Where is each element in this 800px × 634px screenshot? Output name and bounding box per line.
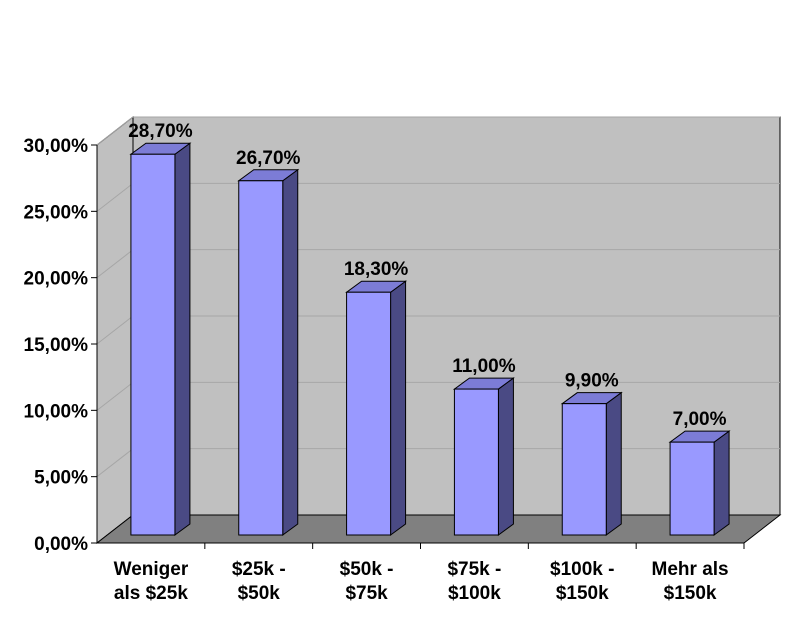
y-tick-label: 5,00% [34, 468, 88, 489]
category-label: Mehr als $150k [652, 559, 729, 604]
category-label-line: $75k [345, 583, 388, 604]
axes [91, 144, 745, 549]
y-tick-label: 15,00% [24, 335, 89, 356]
category-label-line: $150k [556, 583, 609, 604]
bar [238, 180, 284, 536]
data-label: 26,70% [236, 148, 301, 169]
bar-side [497, 377, 514, 536]
category-label: $100k - $150k [550, 559, 614, 604]
bar-side [282, 168, 299, 536]
bar [346, 291, 392, 536]
bar [130, 153, 176, 536]
category-label-line: Weniger [114, 559, 189, 580]
y-tick-label: 30,00% [24, 136, 89, 157]
category-label-line: $150k [664, 583, 717, 604]
bar-side [605, 391, 622, 536]
category-label-line: $100k - [550, 559, 614, 580]
category-label-line: $75k - [447, 559, 501, 580]
y-tick-label: 10,00% [24, 401, 89, 422]
bar [561, 403, 607, 536]
data-label: 11,00% [452, 356, 515, 377]
y-tick-label: 25,00% [24, 202, 89, 223]
gridline [96, 116, 780, 146]
bars [129, 142, 731, 536]
category-label-line: $50k - [340, 559, 394, 580]
bar-side [174, 142, 191, 536]
category-label-line: Mehr als [652, 559, 729, 580]
labels: 0,00% 5,00% 10,00% 15,00% 20,00% 25,00% 30,00%… [24, 121, 729, 604]
data-label: 28,70% [128, 121, 193, 142]
category-label-line: $100k [448, 583, 501, 604]
bar [453, 388, 499, 536]
data-label: 9,90% [565, 371, 619, 392]
bar [669, 441, 715, 536]
category-label: Weniger als $25k [114, 559, 189, 604]
category-label-line: $25k - [232, 559, 286, 580]
data-label: 7,00% [673, 409, 727, 430]
category-label-line: $50k [238, 583, 281, 604]
category-label: $75k - $100k [447, 559, 501, 604]
y-tick-label: 0,00% [34, 534, 88, 555]
category-label: $50k - $75k [340, 559, 394, 604]
data-label: 18,30% [344, 259, 409, 280]
bar-side [390, 280, 407, 536]
bar-side [713, 430, 730, 536]
category-label: $25k - $50k [232, 559, 286, 604]
category-label-line: als $25k [114, 583, 188, 604]
y-tick-label: 20,00% [24, 269, 89, 290]
